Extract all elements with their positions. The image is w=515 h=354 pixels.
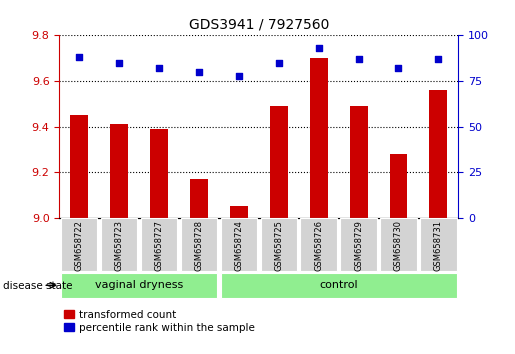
Bar xyxy=(110,124,128,218)
Bar xyxy=(430,90,448,218)
Point xyxy=(434,56,442,62)
Bar xyxy=(61,273,217,298)
Text: GSM658728: GSM658728 xyxy=(195,220,203,271)
Legend: transformed count, percentile rank within the sample: transformed count, percentile rank withi… xyxy=(64,310,255,333)
Text: GSM658726: GSM658726 xyxy=(314,220,323,271)
Text: GSM658731: GSM658731 xyxy=(434,220,443,271)
Point xyxy=(315,45,323,51)
Point xyxy=(115,60,123,65)
Bar xyxy=(300,218,337,271)
Bar xyxy=(70,115,88,218)
Text: GSM658723: GSM658723 xyxy=(115,220,124,271)
Text: GSM658730: GSM658730 xyxy=(394,220,403,271)
Point xyxy=(75,55,83,60)
Bar xyxy=(261,218,297,271)
Text: vaginal dryness: vaginal dryness xyxy=(95,280,183,290)
Bar xyxy=(270,106,288,218)
Bar xyxy=(389,154,407,218)
Point xyxy=(235,73,243,78)
Bar xyxy=(190,179,208,218)
Text: GSM658722: GSM658722 xyxy=(75,220,83,271)
Bar xyxy=(380,218,417,271)
Title: GDS3941 / 7927560: GDS3941 / 7927560 xyxy=(188,17,329,32)
Bar xyxy=(230,206,248,218)
Point xyxy=(155,65,163,71)
Text: GSM658729: GSM658729 xyxy=(354,220,363,271)
Text: GSM658724: GSM658724 xyxy=(234,220,243,271)
Bar xyxy=(61,218,97,271)
Text: control: control xyxy=(319,280,358,290)
Point xyxy=(394,65,403,71)
Point xyxy=(354,56,363,62)
Bar xyxy=(181,218,217,271)
Bar xyxy=(350,106,368,218)
Point xyxy=(195,69,203,75)
Text: GSM658725: GSM658725 xyxy=(274,220,283,271)
Bar xyxy=(340,218,377,271)
Text: GSM658727: GSM658727 xyxy=(154,220,163,271)
Bar xyxy=(420,218,457,271)
Bar xyxy=(220,273,457,298)
Point xyxy=(274,60,283,65)
Text: disease state: disease state xyxy=(3,281,72,291)
Bar xyxy=(101,218,138,271)
Bar xyxy=(220,218,257,271)
Bar xyxy=(150,129,168,218)
Bar xyxy=(310,58,328,218)
Bar xyxy=(141,218,177,271)
